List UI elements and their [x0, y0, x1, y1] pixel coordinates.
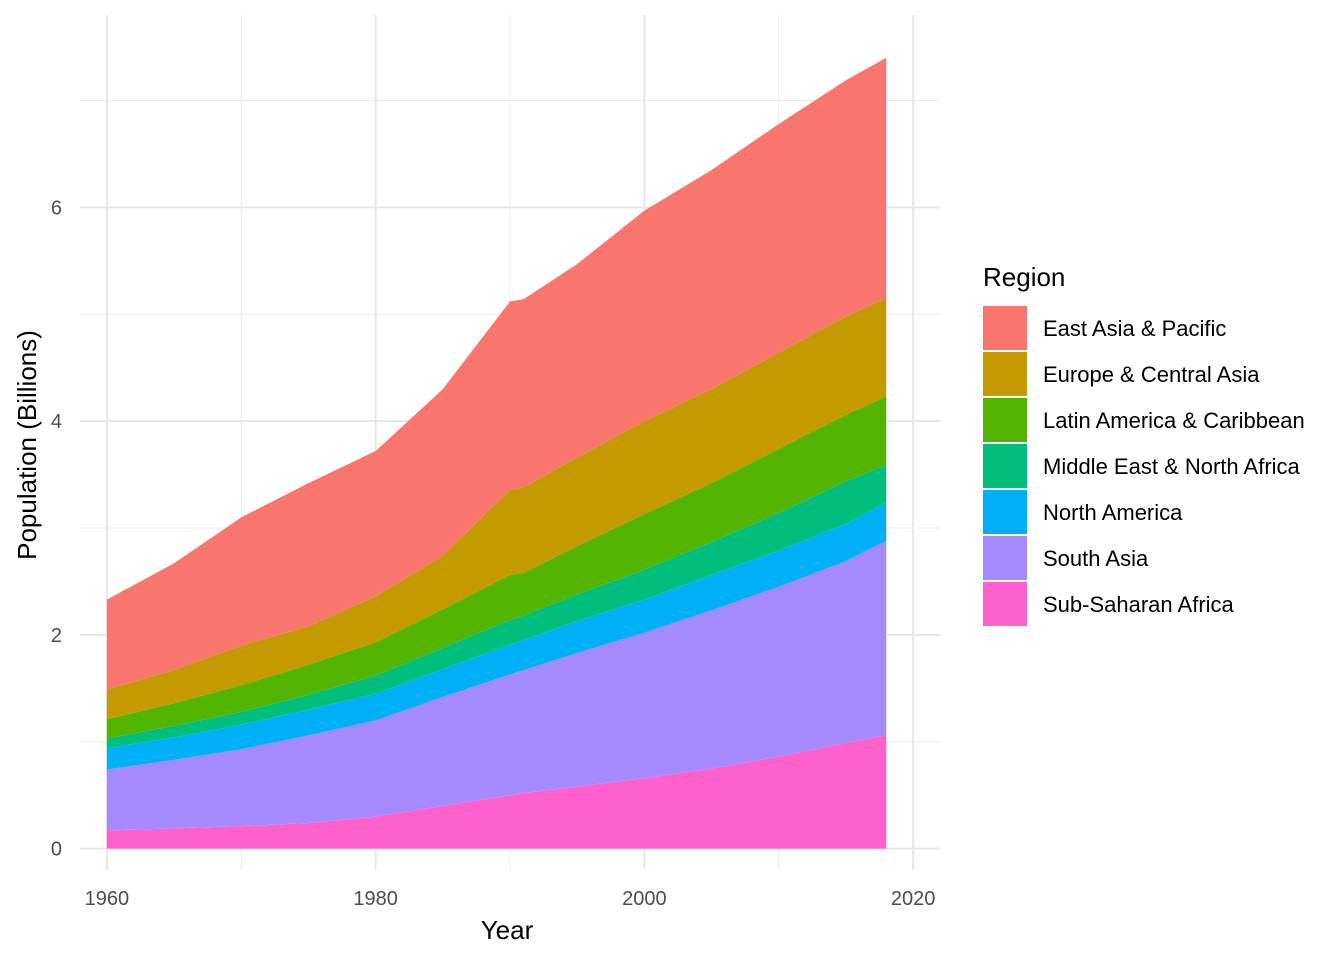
legend-key	[983, 306, 1027, 350]
x-axis-ticks: 1960 1980 2000 2020	[85, 888, 936, 910]
area-europe-central-asia	[106, 298, 887, 720]
legend-label: Latin America & Caribbean	[1043, 408, 1305, 433]
y-tick-label: 4	[51, 411, 62, 433]
legend-key	[983, 582, 1027, 626]
y-tick-label: 0	[51, 839, 62, 861]
x-tick-label: 2000	[622, 888, 667, 910]
x-tick-label: 2020	[891, 888, 936, 910]
legend-key	[983, 444, 1027, 488]
legend-items: East Asia & Pacific Europe & Central Asia…	[983, 306, 1305, 626]
y-axis-ticks: 0 2 4 6	[51, 197, 62, 860]
area-sub-saharan-africa	[106, 735, 887, 849]
legend-label: Europe & Central Asia	[1043, 362, 1260, 387]
x-tick-label: 1980	[353, 888, 398, 910]
legend-label: Sub-Saharan Africa	[1043, 592, 1235, 617]
legend-label: North America	[1043, 500, 1183, 525]
x-axis-title: Year	[481, 915, 534, 945]
area-south-asia	[106, 540, 887, 831]
legend-key	[983, 536, 1027, 580]
legend-title: Region	[983, 262, 1065, 292]
data-areas	[106, 57, 887, 849]
y-tick-label: 2	[51, 625, 62, 647]
legend-key	[983, 352, 1027, 396]
legend: Region East Asia & Pacific Europe & Centr…	[983, 262, 1305, 626]
legend-key	[983, 398, 1027, 442]
legend-label: East Asia & Pacific	[1043, 316, 1226, 341]
area-north-america	[106, 502, 887, 770]
y-tick-label: 6	[51, 197, 62, 219]
legend-key	[983, 490, 1027, 534]
x-tick-label: 1960	[85, 888, 130, 910]
area-latin-america-caribbean	[106, 396, 887, 739]
legend-label: South Asia	[1043, 546, 1149, 571]
y-axis-title: Population (Billions)	[12, 330, 42, 560]
legend-label: Middle East & North Africa	[1043, 454, 1301, 479]
area-east-asia-pacific	[106, 57, 887, 690]
